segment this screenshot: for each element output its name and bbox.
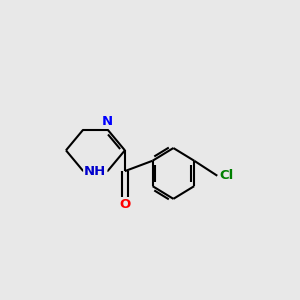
- Text: NH: NH: [84, 165, 106, 178]
- Text: Cl: Cl: [219, 169, 233, 182]
- Text: O: O: [119, 198, 130, 212]
- Text: N: N: [102, 115, 113, 128]
